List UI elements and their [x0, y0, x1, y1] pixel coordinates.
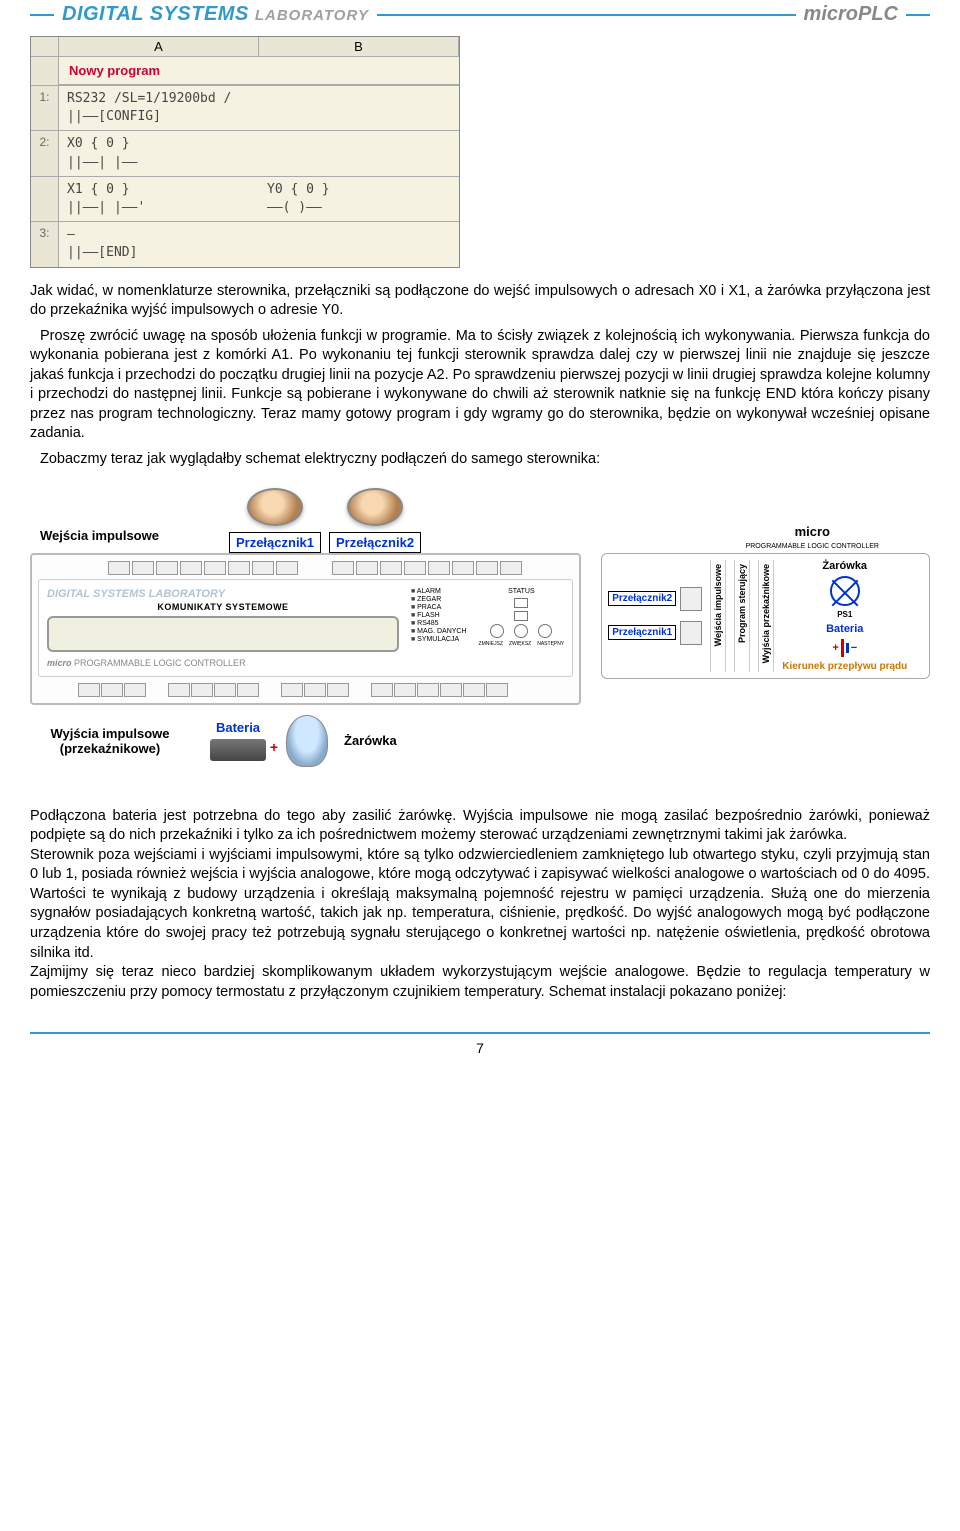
brand-main: DIGITAL SYSTEMS: [62, 3, 249, 25]
outputs-label: Wyjścia impulsowe (przekaźnikowe): [30, 726, 190, 756]
lightbulb-icon: [286, 715, 328, 767]
ladder-col-a: A: [59, 37, 259, 56]
led-list: ALARM ZEGAR PRACA FLASH RS485 MAG. DANYC…: [411, 588, 467, 668]
switch-connections: Przełącznik2 Przełącznik1: [608, 560, 702, 672]
ladder-table: A B Nowy program 1: RS232 /SL=1/19200bd …: [30, 36, 460, 268]
ladder-row: 1: RS232 /SL=1/19200bd / ||——[CONFIG]: [31, 85, 459, 130]
cell-text: ||——| |——': [67, 199, 251, 217]
vcol-program: Program sterujący: [734, 560, 750, 672]
paragraph: Zobaczmy teraz jak wyglądałby schemat el…: [30, 450, 930, 470]
outputs-row: Wyjścia impulsowe (przekaźnikowe) Bateri…: [30, 715, 930, 767]
led-item: PRACA: [411, 604, 467, 611]
led-item: MAG. DANYCH: [411, 628, 467, 635]
up-icon: [514, 598, 528, 608]
footer-accent: [30, 1032, 930, 1034]
page-number: 7: [30, 1040, 930, 1056]
cell-text: —: [67, 226, 251, 244]
brand-sub: LABORATORY: [255, 7, 369, 24]
paragraph: Podłączona bateria jest potrzebna do teg…: [30, 807, 930, 846]
led-item: ZEGAR: [411, 596, 467, 603]
pushbutton-icon: [247, 488, 303, 526]
led-item: ALARM: [411, 588, 467, 595]
accent-right: [906, 14, 930, 16]
battery-icon: [210, 739, 266, 761]
contact-icon: [680, 621, 702, 645]
circuit-diagram: Wejścia impulsowe Przełącznik1 Przełączn…: [30, 488, 930, 767]
cell-text: X1 { 0 }: [67, 181, 251, 199]
bulb-label-2: Żarówka: [344, 733, 397, 748]
cell-text: ——( )——: [267, 199, 451, 217]
switch-row: Przełącznik1 Przełącznik2: [229, 488, 421, 553]
brand-title: DIGITAL SYSTEMS LABORATORY: [62, 3, 369, 26]
paragraph: Sterownik poza wejściami i wyjściami imp…: [30, 846, 930, 963]
vcol-inputs: Wejścia impulsowe: [710, 560, 726, 672]
mini-sw1-label: Przełącznik1: [608, 625, 676, 640]
cell-text: X0 { 0 }: [67, 135, 251, 153]
pushbutton-icon: [347, 488, 403, 526]
paragraph: Zajmijmy się teraz nieco bardziej skompl…: [30, 963, 930, 1002]
bottom-terminals: [78, 683, 573, 697]
bulb-symbol-icon: [830, 576, 860, 606]
paragraph: Jak widać, w nomenklaturze sterownika, p…: [30, 282, 930, 321]
top-terminals: [108, 561, 573, 575]
vcol-outputs: Wyjścia przekaźnikowe: [758, 560, 774, 672]
plc-row: DIGITAL SYSTEMS LABORATORY KOMUNIKATY SY…: [30, 553, 930, 705]
ps1-label: PS1: [837, 610, 852, 619]
ladder-row: 2: X0 { 0 } ||——| |——: [31, 130, 459, 175]
page-header: DIGITAL SYSTEMS LABORATORY microPLC: [30, 0, 930, 26]
inputs-label: Wejścia impulsowe: [40, 528, 159, 543]
plc-buttons: STATUS ZMNIEJSZ ZWIĘKSZ NASTĘPNY: [479, 588, 565, 668]
ladder-header-row: A B: [31, 37, 459, 57]
side-micro-header: micro PROGRAMMABLE LOGIC CONTROLLER: [746, 524, 879, 551]
doc-title-right: microPLC: [804, 3, 898, 26]
mini-sw2-label: Przełącznik2: [608, 591, 676, 606]
paragraph: Proszę zwrócić uwagę na sposób ułożenia …: [30, 327, 930, 444]
bulb-label: Żarówka: [822, 560, 867, 572]
row-num: 2:: [31, 131, 59, 175]
cell-text: Y0 { 0 }: [267, 181, 451, 199]
cell-text: ||——[CONFIG]: [67, 108, 251, 126]
accent-mid: [377, 14, 796, 16]
switch1-label: Przełącznik1: [229, 532, 321, 553]
plc-brand: DIGITAL SYSTEMS LABORATORY: [47, 588, 399, 600]
cell-text: ||——| |——: [67, 154, 251, 172]
round-button-icon: [514, 624, 528, 638]
ladder-corner: [31, 37, 59, 56]
battery-label: Bateria: [210, 720, 266, 735]
status-label: STATUS: [508, 588, 535, 595]
lcd-screen: [47, 616, 399, 652]
plc-micro-label: micro PROGRAMMABLE LOGIC CONTROLLER: [47, 658, 399, 668]
plc-device: DIGITAL SYSTEMS LABORATORY KOMUNIKATY SY…: [30, 553, 581, 705]
cell-text: RS232 /SL=1/19200bd /: [67, 90, 251, 108]
plc-body: DIGITAL SYSTEMS LABORATORY KOMUNIKATY SY…: [38, 579, 573, 677]
led-item: RS485: [411, 620, 467, 627]
sysmsg-label: KOMUNIKATY SYSTEMOWE: [47, 602, 399, 612]
current-flow-label: Kierunek przepływu prądu: [782, 661, 907, 672]
bulb-column: Żarówka PS1 Bateria +− Kierunek przepływ…: [782, 560, 907, 672]
led-item: SYMULACJA: [411, 636, 467, 643]
program-title: Nowy program: [59, 57, 459, 85]
row-num: 3:: [31, 222, 59, 266]
battery-symbol-icon: +−: [832, 639, 857, 657]
ladder-row: 3: — ||——[END]: [31, 221, 459, 266]
cell-text: ||——[END]: [67, 244, 251, 262]
contact-icon: [680, 587, 702, 611]
row-num: [31, 177, 59, 221]
ladder-row: X1 { 0 } ||——| |——' Y0 { 0 } ——( )——: [31, 176, 459, 221]
side-schematic: micro PROGRAMMABLE LOGIC CONTROLLER Prze…: [601, 553, 930, 679]
side-battery-label: Bateria: [826, 623, 863, 635]
led-item: FLASH: [411, 612, 467, 619]
accent-left: [30, 14, 54, 16]
round-button-icon: [490, 624, 504, 638]
row-num: 1:: [31, 86, 59, 130]
down-icon: [514, 611, 528, 621]
round-button-icon: [538, 624, 552, 638]
switch2-label: Przełącznik2: [329, 532, 421, 553]
ladder-col-b: B: [259, 37, 459, 56]
ladder-title-row: Nowy program: [31, 57, 459, 85]
